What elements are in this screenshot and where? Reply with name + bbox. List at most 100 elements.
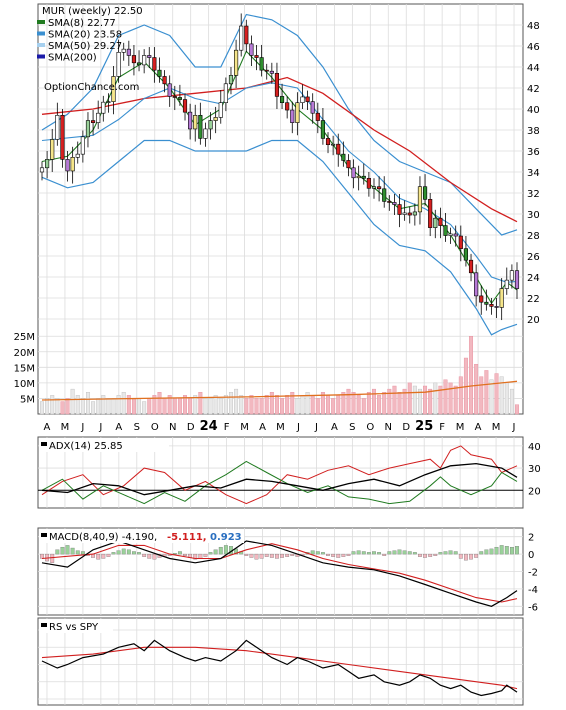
price-tick-label: 48	[527, 21, 540, 32]
candle-body	[188, 111, 193, 130]
macd-histogram-bar	[55, 549, 60, 555]
candle-body	[336, 143, 341, 155]
macd-histogram-bar	[407, 551, 412, 555]
x-axis-month-label: A	[115, 422, 122, 433]
candle-body	[269, 70, 274, 74]
volume-tick-label: 25M	[14, 332, 35, 343]
price-tick-label: 26	[527, 252, 540, 263]
macd-label: MACD(8,40,9) -4.190,	[49, 532, 157, 543]
macd-histogram-bar	[213, 549, 218, 555]
macd-histogram-bar	[469, 553, 473, 560]
volume-tick-label: 5M	[20, 394, 35, 405]
macd-histogram-bar	[448, 550, 453, 555]
macd-signal-line	[41, 543, 518, 603]
rs-label: RS vs SPY	[49, 622, 99, 633]
macd-histogram-bar	[509, 546, 514, 555]
macd-histogram-bar	[96, 553, 101, 560]
volume-bar	[515, 404, 519, 415]
legend-label: SMA(50) 29.27	[48, 41, 122, 52]
legend-swatch	[37, 31, 45, 36]
candle-body	[193, 115, 198, 130]
macd-histogram-bar	[280, 553, 284, 558]
volume-bar	[341, 392, 346, 415]
macd-histogram-bar	[504, 546, 509, 555]
volume-bar	[172, 398, 177, 415]
macd-histogram-bar	[275, 553, 279, 559]
candle-body	[443, 225, 448, 236]
candle-body	[65, 159, 70, 172]
volume-tick-label: 20M	[14, 348, 35, 359]
macd-histogram-bar	[40, 553, 44, 559]
macd-histogram-bar	[479, 551, 484, 555]
candle-body	[428, 199, 433, 228]
candle-body	[514, 270, 520, 289]
candle-body	[346, 160, 351, 169]
candle-body	[239, 25, 244, 51]
candle-body	[101, 101, 106, 114]
candle-body	[157, 69, 162, 77]
adx-tick-label: 20	[528, 486, 541, 497]
volume-bar	[280, 398, 285, 415]
macd-histogram-bar	[341, 553, 346, 557]
macd-histogram-bar	[70, 547, 75, 555]
candle-body	[131, 55, 137, 64]
macd-histogram-bar	[116, 550, 121, 555]
volume-bar	[269, 392, 274, 415]
candle-body	[249, 43, 254, 56]
volume-bar	[448, 382, 453, 415]
x-axis-month-label: O	[151, 422, 159, 433]
volume-bar	[320, 392, 325, 415]
macd-histogram-bar	[183, 553, 187, 556]
x-axis-month-label: D	[187, 422, 195, 433]
x-axis-month-label: O	[366, 422, 374, 433]
volume-bar	[326, 395, 330, 415]
volume-bar	[417, 388, 422, 415]
volume-bar	[433, 382, 438, 415]
candle-body	[85, 120, 91, 138]
volume-bar	[85, 392, 90, 415]
macd-histogram-bar	[111, 552, 116, 555]
volume-bar	[131, 398, 136, 415]
macd-swatch	[41, 533, 47, 537]
volume-bar	[479, 376, 484, 415]
candle-body	[60, 115, 65, 160]
volume-bar	[377, 395, 382, 415]
volume-bar	[412, 385, 417, 415]
x-axis-month-label: J	[512, 422, 516, 433]
volume-bar	[249, 395, 254, 415]
watermark-label: OptionChance.com	[44, 82, 139, 93]
macd-value-pos: 0.923	[210, 532, 242, 543]
macd-histogram-bar	[152, 553, 157, 560]
macd-label-bg	[39, 529, 244, 543]
macd-histogram-bar	[65, 545, 70, 555]
candle-body	[371, 186, 377, 189]
macd-histogram-bar	[60, 546, 65, 555]
volume-bar	[70, 388, 75, 415]
macd-histogram-bar	[193, 553, 198, 560]
volume-bar	[407, 382, 412, 415]
price-tick-label: 46	[527, 42, 540, 53]
candle-body	[147, 55, 152, 58]
ticker-label: MUR (weekly) 22.50	[42, 6, 143, 17]
volume-bar	[162, 398, 167, 415]
legend-label: SMA(200)	[48, 53, 97, 64]
volume-bar	[116, 395, 121, 415]
macd-histogram-bar	[443, 551, 448, 555]
candle-body	[356, 175, 361, 179]
candle-body	[479, 295, 484, 303]
volume-bar	[382, 392, 387, 415]
volume-bar	[50, 395, 55, 415]
volume-bar	[239, 395, 244, 415]
candle-body	[106, 101, 111, 103]
macd-histogram-bar	[208, 552, 213, 555]
candle-body	[397, 204, 402, 215]
candle-body	[55, 115, 60, 140]
price-tick-label: 36	[527, 147, 540, 158]
volume-bar	[142, 401, 147, 415]
macd-histogram-bar	[234, 548, 239, 555]
rs-line	[41, 639, 518, 697]
volume-bar	[336, 395, 341, 415]
price-tick-label: 42	[527, 84, 540, 95]
